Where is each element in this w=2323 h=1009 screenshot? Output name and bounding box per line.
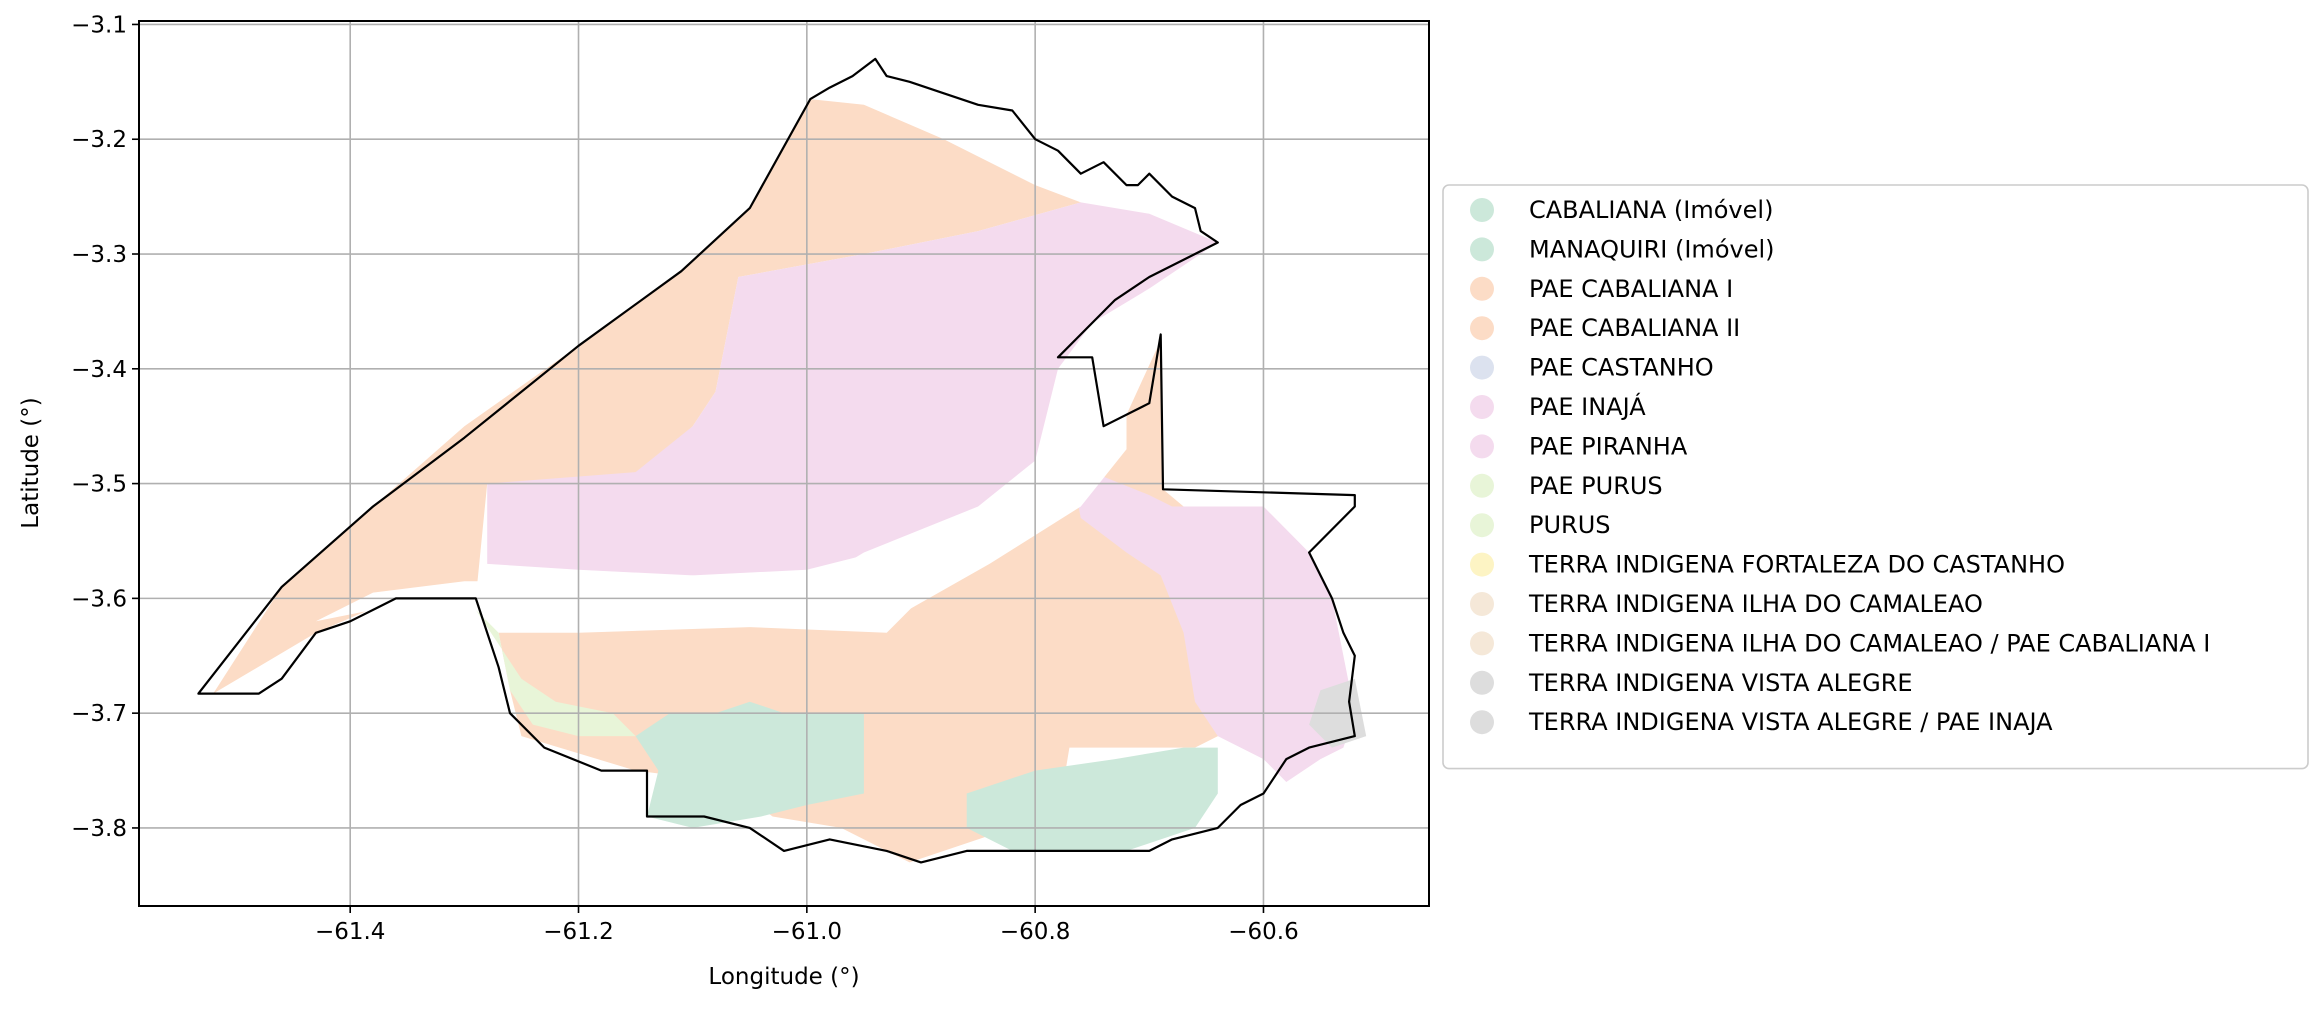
legend-label: TERRA INDIGENA ILHA DO CAMALEAO / PAE CA… bbox=[1528, 629, 2210, 657]
y-tick-label: −3.7 bbox=[71, 701, 127, 727]
legend-label: TERRA INDIGENA ILHA DO CAMALEAO bbox=[1528, 590, 1983, 618]
x-tick-label: −60.6 bbox=[1228, 919, 1298, 945]
y-tick-label: −3.8 bbox=[71, 816, 127, 842]
legend-marker bbox=[1470, 276, 1494, 301]
y-tick-label: −3.4 bbox=[71, 357, 127, 383]
river-channel bbox=[315, 368, 1127, 622]
legend: CABALIANA (Imóvel) MANAQUIRI (Imóvel) PAE … bbox=[1442, 184, 2309, 770]
legend-marker bbox=[1470, 592, 1494, 616]
y-tick-label: −3.1 bbox=[71, 12, 127, 38]
y-tick-label: −3.6 bbox=[71, 586, 127, 612]
legend-label: PAE CASTANHO bbox=[1529, 354, 1714, 382]
legend-label: PAE PURUS bbox=[1529, 472, 1663, 500]
region-pae-cabaliana-i bbox=[213, 99, 1081, 694]
legend-marker bbox=[1470, 237, 1494, 262]
region-pae-purus bbox=[475, 609, 636, 737]
legend-box bbox=[1442, 184, 2309, 770]
legend-marker bbox=[1470, 473, 1494, 498]
region-pae-piranha bbox=[1069, 460, 1355, 782]
legend-marker bbox=[1470, 710, 1494, 735]
legend-marker bbox=[1470, 513, 1494, 538]
legend-marker bbox=[1470, 198, 1494, 222]
legend-marker bbox=[1470, 631, 1494, 656]
legend-label: PAE PIRANHA bbox=[1529, 432, 1688, 460]
ticks-layer: −61.4 −61.2 −61.0 −60.8 −60.6 −3.1 −3.2 −3.3 −3.… bbox=[71, 12, 1299, 945]
legend-label: MANAQUIRI (Imóvel) bbox=[1529, 235, 1775, 263]
x-axis-label: Longitude (°) bbox=[708, 964, 859, 990]
legend-label: PAE CABALIANA I bbox=[1529, 275, 1733, 303]
legend-label: TERRA INDIGENA VISTA ALEGRE bbox=[1528, 669, 1913, 697]
y-axis-label: Latitude (°) bbox=[18, 397, 44, 528]
x-tick-label: −61.2 bbox=[543, 919, 613, 945]
y-tick-label: −3.3 bbox=[71, 242, 127, 268]
axes-frame bbox=[138, 20, 1430, 907]
legend-label: PAE INAJÁ bbox=[1529, 392, 1646, 421]
x-tick-label: −61.4 bbox=[315, 919, 385, 945]
x-tick-label: −60.8 bbox=[1000, 919, 1070, 945]
legend-marker bbox=[1470, 670, 1494, 695]
legend-marker bbox=[1470, 552, 1494, 577]
municipality-boundary bbox=[197, 57, 1356, 864]
region-cabaliana-im-vel- bbox=[966, 747, 1218, 851]
boundary-layer bbox=[197, 57, 1356, 864]
legend-label: TERRA INDIGENA FORTALEZA DO CASTANHO bbox=[1528, 551, 2065, 579]
legend-label: TERRA INDIGENA VISTA ALEGRE / PAE INAJA bbox=[1528, 708, 2053, 736]
legend-label: PURUS bbox=[1529, 511, 1611, 539]
legend-marker bbox=[1470, 434, 1494, 459]
legend-label: PAE CABALIANA II bbox=[1529, 314, 1740, 342]
legend-label: CABALIANA (Imóvel) bbox=[1529, 196, 1773, 224]
y-tick-label: −3.5 bbox=[71, 472, 127, 498]
legend-marker bbox=[1470, 395, 1494, 419]
legend-marker bbox=[1470, 316, 1494, 341]
y-tick-label: −3.2 bbox=[71, 127, 127, 153]
x-tick-label: −61.0 bbox=[772, 919, 842, 945]
legend-marker bbox=[1470, 355, 1494, 380]
